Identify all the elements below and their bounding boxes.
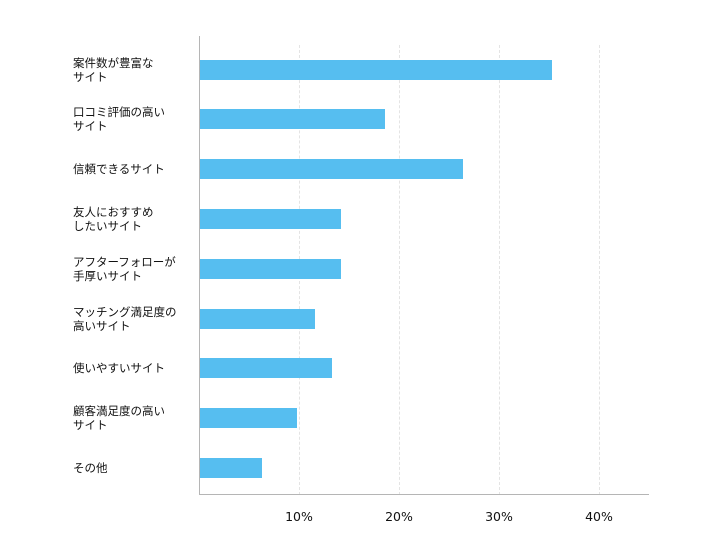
bar <box>200 208 341 229</box>
bar <box>200 457 262 478</box>
gridline-30 <box>499 45 500 495</box>
category-label: 使いやすいサイト <box>73 361 165 376</box>
x-tick-label: 10% <box>285 509 313 524</box>
x-tick-label: 20% <box>385 509 413 524</box>
bar <box>200 159 463 180</box>
bar <box>200 358 332 379</box>
x-axis-line <box>199 494 649 495</box>
bar <box>200 59 552 80</box>
x-tick-label: 30% <box>485 509 513 524</box>
category-label: 信頼できるサイト <box>73 162 165 177</box>
category-label: その他 <box>73 460 108 475</box>
category-label: 顧客満足度の高い サイト <box>73 404 165 433</box>
bar <box>200 408 297 429</box>
bar <box>200 308 315 329</box>
category-label: 口コミ評価の高い サイト <box>73 105 165 134</box>
gridline-20 <box>399 45 400 495</box>
bar <box>200 258 341 279</box>
bar <box>200 109 385 130</box>
category-label: 友人におすすめ したいサイト <box>73 204 154 233</box>
x-tick-label: 40% <box>585 509 613 524</box>
y-axis-line <box>199 36 200 495</box>
gridline-40 <box>599 45 600 495</box>
category-label: マッチング満足度の 高いサイト <box>73 304 177 333</box>
category-label: アフターフォローが 手厚いサイト <box>73 254 176 283</box>
category-label: 案件数が豊富な サイト <box>73 55 154 84</box>
